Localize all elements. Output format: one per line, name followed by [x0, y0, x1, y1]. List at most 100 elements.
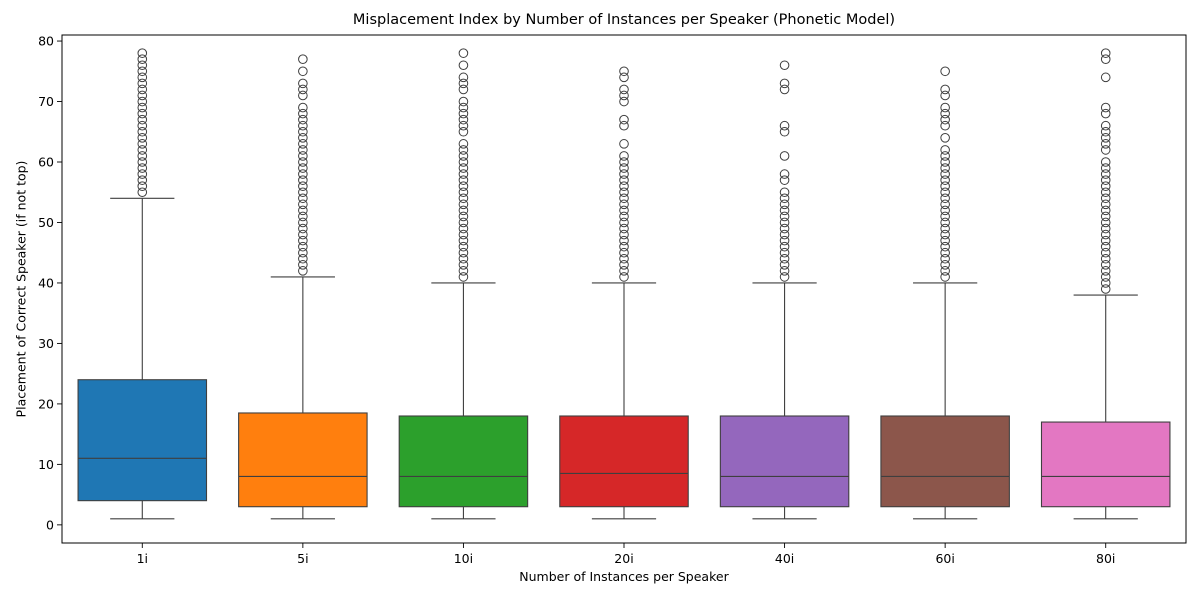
outlier-point-10i [458, 108, 469, 119]
outlier-point-1i [137, 181, 148, 191]
outlier-point-60i [940, 133, 950, 143]
outlier-point-10i [458, 163, 469, 173]
outlier-point-80i [1100, 175, 1111, 185]
outlier-point-20i [619, 260, 629, 270]
outlier-point-40i [779, 217, 790, 228]
outlier-point-20i [619, 272, 629, 282]
outlier-point-80i [1100, 187, 1111, 198]
box-10i [398, 415, 529, 508]
outlier-point-40i [779, 211, 790, 222]
outlier-point-5i [298, 187, 308, 198]
outlier-point-40i [779, 241, 790, 252]
outlier-point-40i [779, 235, 790, 246]
outlier-point-5i [298, 145, 308, 155]
outlier-point-1i [137, 145, 148, 155]
outlier-point-10i [458, 72, 469, 83]
outlier-point-80i [1100, 205, 1111, 216]
y-tick-label: 70 [38, 94, 54, 109]
outlier-point-20i [619, 181, 629, 191]
outlier-point-20i [619, 247, 629, 258]
outlier-point-5i [298, 169, 308, 179]
outlier-point-60i [940, 181, 950, 191]
outlier-point-40i [779, 120, 790, 131]
outlier-point-10i [458, 247, 469, 258]
outlier-point-10i [458, 120, 469, 131]
outlier-point-20i [619, 211, 629, 222]
box-1i [77, 379, 208, 502]
outlier-point-80i [1100, 139, 1111, 149]
y-tick-label: 60 [38, 155, 54, 170]
outlier-point-20i [619, 84, 629, 95]
outlier-point-40i [779, 60, 790, 71]
outlier-point-60i [940, 199, 950, 210]
outlier-point-20i [619, 187, 629, 198]
outlier-point-10i [458, 139, 469, 149]
outlier-point-20i [619, 120, 629, 131]
outlier-point-20i [619, 266, 629, 276]
outlier-point-80i [1100, 241, 1111, 252]
outlier-point-80i [1100, 229, 1111, 240]
outlier-point-80i [1100, 211, 1111, 222]
outlier-point-60i [940, 169, 950, 179]
outlier-point-1i [137, 60, 148, 71]
outlier-point-60i [940, 151, 950, 161]
outlier-point-80i [1100, 278, 1111, 288]
outlier-point-20i [619, 90, 629, 101]
outlier-point-40i [779, 223, 790, 234]
outlier-point-1i [137, 151, 148, 161]
outlier-point-60i [940, 157, 950, 167]
outlier-point-10i [458, 235, 469, 246]
outlier-point-10i [458, 78, 469, 89]
outlier-point-40i [779, 187, 790, 198]
outlier-point-10i [458, 205, 469, 216]
outlier-point-1i [137, 54, 148, 64]
outlier-point-40i [779, 247, 790, 258]
outlier-point-5i [298, 205, 308, 216]
outlier-point-5i [298, 175, 308, 185]
outlier-point-1i [137, 78, 148, 89]
outlier-point-10i [458, 96, 469, 107]
outlier-point-40i [779, 229, 790, 240]
outlier-point-1i [137, 96, 148, 107]
outlier-point-80i [1100, 193, 1111, 204]
outlier-point-5i [298, 247, 308, 258]
x-tick-label-10i: 10i [454, 551, 473, 566]
outlier-point-80i [1100, 102, 1111, 113]
outlier-point-20i [619, 175, 629, 185]
outlier-point-1i [137, 187, 148, 198]
outlier-point-60i [940, 84, 950, 95]
outlier-point-60i [940, 90, 950, 101]
y-tick-label: 20 [38, 396, 54, 411]
outlier-point-20i [619, 241, 629, 252]
outlier-point-10i [458, 199, 469, 210]
outlier-point-5i [298, 151, 308, 161]
outlier-point-40i [779, 126, 790, 137]
outlier-point-40i [779, 199, 790, 210]
outlier-point-10i [458, 151, 469, 161]
outlier-point-80i [1100, 145, 1111, 155]
y-tick-label: 50 [38, 215, 54, 230]
outlier-point-5i [298, 66, 308, 77]
outlier-point-80i [1100, 120, 1111, 131]
outlier-point-60i [940, 108, 950, 119]
outlier-point-20i [619, 169, 629, 179]
outlier-point-10i [458, 272, 469, 282]
x-tick-label-20i: 20i [614, 551, 633, 566]
outlier-point-5i [298, 139, 308, 149]
outlier-point-60i [940, 205, 950, 216]
outlier-point-10i [458, 48, 469, 58]
outlier-point-10i [458, 60, 469, 71]
outlier-point-40i [779, 260, 790, 270]
outlier-point-20i [619, 163, 629, 173]
outlier-point-10i [458, 169, 469, 179]
outlier-point-10i [458, 223, 469, 234]
outlier-point-20i [619, 199, 629, 210]
outlier-point-20i [619, 66, 629, 77]
outlier-point-5i [298, 54, 308, 64]
outlier-point-1i [137, 126, 148, 137]
x-axis-label: Number of Instances per Speaker [519, 569, 729, 584]
outlier-point-40i [779, 272, 790, 282]
outlier-point-10i [458, 266, 469, 276]
outlier-point-80i [1100, 181, 1111, 191]
